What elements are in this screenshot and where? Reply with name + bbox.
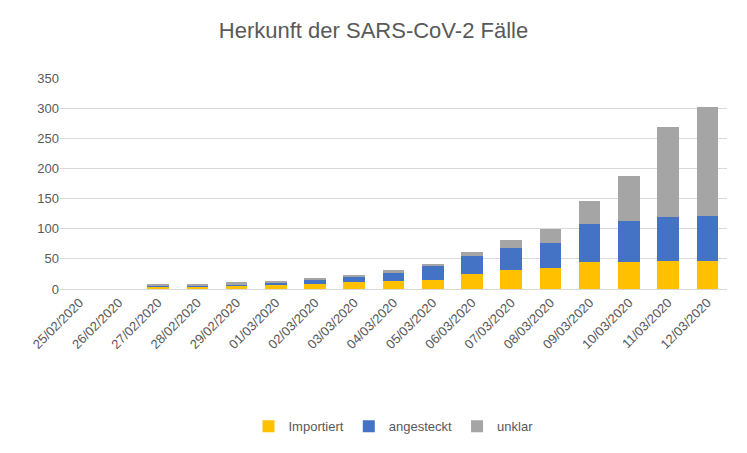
svg-text:350: 350	[37, 71, 59, 86]
svg-text:25/02/2020: 25/02/2020	[30, 295, 87, 352]
svg-text:26/02/2020: 26/02/2020	[69, 295, 126, 352]
svg-text:03/03/2020: 03/03/2020	[304, 295, 361, 352]
svg-text:150: 150	[37, 191, 59, 206]
svg-text:200: 200	[37, 161, 59, 176]
svg-text:29/02/2020: 29/02/2020	[187, 295, 244, 352]
svg-text:11/03/2020: 11/03/2020	[619, 295, 675, 351]
svg-text:10/03/2020: 10/03/2020	[579, 295, 636, 352]
svg-text:12/03/2020: 12/03/2020	[657, 295, 714, 352]
svg-text:angesteckt: angesteckt	[389, 419, 452, 434]
svg-text:0: 0	[52, 282, 59, 297]
svg-text:08/03/2020: 08/03/2020	[501, 295, 558, 352]
svg-text:04/03/2020: 04/03/2020	[344, 295, 401, 352]
svg-text:07/03/2020: 07/03/2020	[461, 295, 518, 352]
svg-text:unklar: unklar	[497, 419, 533, 434]
svg-text:50: 50	[45, 251, 59, 266]
svg-text:28/02/2020: 28/02/2020	[147, 295, 204, 352]
svg-text:Herkunft der SARS-CoV-2 Fälle: Herkunft der SARS-CoV-2 Fälle	[219, 18, 528, 43]
svg-text:27/02/2020: 27/02/2020	[108, 295, 165, 352]
svg-text:05/03/2020: 05/03/2020	[383, 295, 440, 352]
svg-text:06/03/2020: 06/03/2020	[422, 295, 479, 352]
svg-text:09/03/2020: 09/03/2020	[540, 295, 597, 352]
svg-text:100: 100	[37, 221, 59, 236]
svg-text:300: 300	[37, 101, 59, 116]
svg-text:250: 250	[37, 131, 59, 146]
svg-text:02/03/2020: 02/03/2020	[265, 295, 322, 352]
svg-text:01/03/2020: 01/03/2020	[226, 295, 283, 352]
svg-text:Importiert: Importiert	[289, 419, 344, 434]
